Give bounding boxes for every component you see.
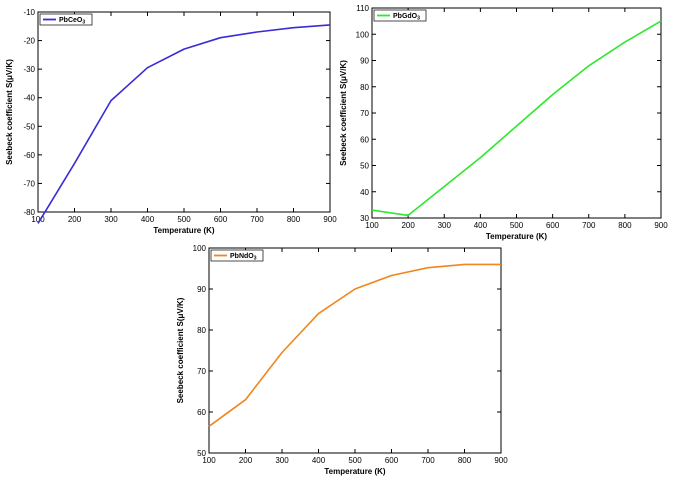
x-axis-label: Temperature (K) — [324, 467, 386, 476]
x-tick-label: 500 — [348, 456, 362, 465]
x-axis-label: Temperature (K) — [486, 232, 548, 241]
legend-box — [373, 9, 427, 22]
x-tick-label: 700 — [250, 215, 264, 224]
x-tick-label: 100 — [31, 215, 45, 224]
y-tick-label: 80 — [197, 326, 206, 335]
x-tick-label: 500 — [510, 221, 524, 230]
y-tick-label: 60 — [360, 135, 369, 144]
y-tick-label: -70 — [23, 179, 35, 188]
y-tick-label: 90 — [360, 57, 369, 66]
y-tick-label: 100 — [356, 30, 370, 39]
y-tick-label: 40 — [360, 188, 369, 197]
seebeck-chart-pbceo3: 100 200 300 400 500 600 700 800 900 -80 -70 -60 -50 -… — [5, 8, 337, 235]
seebeck-chart-pbgdo3: 100 200 300 400 500 600 700 800 900 30 40 50 60 70 80 9… — [339, 4, 668, 241]
x-tick-label: 600 — [385, 456, 399, 465]
y-axis-label: Seebeck coefficient S(μV/K) — [176, 297, 185, 403]
y-tick-label: -30 — [23, 65, 35, 74]
x-axis-label: Temperature (K) — [153, 226, 215, 235]
x-tick-label: 900 — [654, 221, 668, 230]
legend-label: PbNdO3 — [230, 253, 257, 262]
plot-frame — [371, 7, 662, 219]
x-tick-label: 100 — [365, 221, 379, 230]
legend-label: PbCeO3 — [59, 17, 85, 26]
y-tick-label: 100 — [193, 244, 207, 253]
x-tick-label: 800 — [618, 221, 632, 230]
x-tick-label: 800 — [458, 456, 472, 465]
y-tick-label: -60 — [23, 151, 35, 160]
legend-box — [210, 249, 264, 262]
x-tick-label: 200 — [401, 221, 415, 230]
x-tick-label: 200 — [239, 456, 253, 465]
y-tick-label: 80 — [360, 83, 369, 92]
y-tick-label: -40 — [23, 94, 35, 103]
y-tick-label: -50 — [23, 122, 35, 131]
y-axis-label: Seebeck coefficient S(μV/K) — [5, 59, 14, 165]
y-tick-label: -80 — [23, 208, 35, 217]
series-line — [37, 24, 331, 224]
y-tick-label: 70 — [360, 109, 369, 118]
x-tick-label: 700 — [421, 456, 435, 465]
x-tick-label: 400 — [141, 215, 155, 224]
plot-frame — [37, 11, 331, 213]
series-line — [371, 20, 662, 217]
legend-box — [39, 13, 93, 26]
legend-label: PbGdO3 — [393, 13, 420, 22]
y-tick-label: -10 — [23, 8, 35, 17]
y-tick-label: 110 — [356, 4, 369, 13]
x-tick-label: 900 — [494, 456, 508, 465]
x-tick-label: 300 — [104, 215, 118, 224]
y-tick-label: 50 — [197, 449, 206, 458]
y-tick-label: 50 — [360, 162, 369, 171]
x-tick-label: 100 — [202, 456, 216, 465]
x-tick-label: 600 — [214, 215, 228, 224]
plot-frame — [208, 247, 502, 454]
x-tick-label: 300 — [438, 221, 452, 230]
x-tick-label: 900 — [323, 215, 337, 224]
seebeck-chart-pbndo3: 100 200 300 400 500 600 700 800 900 50 60 70 80 90 100… — [176, 244, 508, 476]
x-tick-label: 400 — [312, 456, 326, 465]
x-tick-label: 400 — [474, 221, 488, 230]
x-tick-label: 500 — [177, 215, 191, 224]
y-tick-label: -20 — [23, 37, 35, 46]
y-tick-label: 90 — [197, 285, 206, 294]
x-tick-label: 700 — [582, 221, 596, 230]
y-tick-label: 60 — [197, 408, 206, 417]
y-axis-label: Seebeck coefficient S(μV/K) — [339, 60, 348, 166]
x-tick-label: 300 — [275, 456, 289, 465]
x-tick-label: 600 — [546, 221, 560, 230]
x-tick-label: 800 — [287, 215, 301, 224]
y-tick-label: 30 — [360, 214, 369, 223]
y-tick-label: 70 — [197, 367, 206, 376]
series-line — [208, 263, 501, 427]
x-tick-label: 200 — [68, 215, 82, 224]
